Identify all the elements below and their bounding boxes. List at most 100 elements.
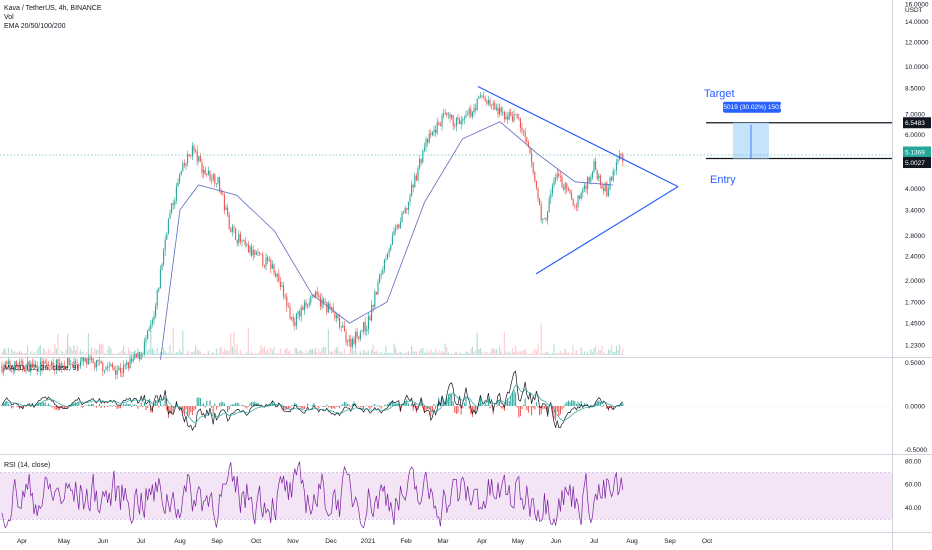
volume-bar (505, 351, 507, 355)
candle-body (233, 226, 235, 229)
volume-bar (348, 353, 350, 355)
macd-hist-bar (134, 404, 136, 406)
volume-bar (491, 348, 493, 355)
volume-bar (494, 349, 496, 355)
candle-body (121, 372, 123, 374)
candle-body (431, 132, 433, 136)
macd-hist-bar (332, 406, 334, 409)
macd-hist-bar (303, 406, 305, 409)
macd-hist-bar (307, 403, 309, 406)
macd-hist-bar (326, 404, 328, 406)
macd-hist-bar (566, 401, 568, 406)
candle-body (28, 361, 30, 373)
candle-body (134, 354, 136, 359)
candle-body (87, 358, 89, 365)
x-tick-label: Nov (287, 538, 299, 545)
macd-hist-bar (86, 405, 88, 406)
candle-body (209, 170, 211, 180)
annotations[interactable]: 1.5019 (30.02%) 15019 Target Entry (0, 85, 892, 275)
volume-bar (185, 353, 187, 355)
candle-body (83, 358, 85, 362)
volume-bar (470, 348, 472, 355)
candle-body (263, 265, 265, 267)
price-tick-label: 2.8000 (905, 233, 925, 240)
macd-hist-bar (115, 406, 117, 407)
candle-body (473, 108, 475, 112)
volume-bar (391, 353, 393, 355)
triangle-upper-line (477, 85, 679, 188)
volume-bar (510, 353, 512, 355)
volume-bar (571, 352, 573, 355)
volume-bar (513, 352, 515, 355)
candle-body (310, 295, 312, 303)
price-tick-label: 3.4000 (905, 207, 925, 214)
candle-body (334, 312, 336, 319)
candle-body (140, 354, 142, 360)
candle-body (15, 361, 17, 366)
volume-bar (331, 351, 333, 355)
volume-bar (180, 352, 182, 355)
macd-hist-bar (412, 406, 414, 411)
macd-hist-bar (51, 406, 53, 408)
macd-hist-bar (287, 406, 289, 409)
volume-bar (257, 353, 259, 355)
volume-bar (444, 343, 446, 355)
volume-bar (502, 353, 504, 355)
candle-body (76, 363, 78, 365)
candle-body (307, 305, 309, 307)
candle-body (599, 175, 601, 185)
volume-bar (55, 348, 57, 355)
candle-body (150, 323, 152, 330)
volume-bar (622, 347, 624, 355)
candle-body (505, 116, 507, 120)
macd-hist-bar (377, 405, 379, 406)
volume-bar (171, 353, 173, 355)
macd-hist-bar (459, 404, 461, 406)
candle-body (452, 115, 454, 126)
volume-bar (235, 349, 237, 355)
price-tick-label: 1.2300 (905, 343, 925, 350)
macd-hist-bar (153, 404, 155, 406)
candle-body (451, 115, 453, 118)
volume-bar (51, 353, 53, 355)
macd-hist-bar (521, 406, 523, 410)
macd-hist-bar (476, 406, 478, 410)
candle-body (195, 150, 197, 152)
candle-body (489, 99, 491, 106)
candle-body (321, 298, 323, 307)
candle-body (180, 171, 182, 175)
candle-body (595, 161, 597, 170)
candle-body (495, 107, 497, 110)
macd-hist-bar (350, 406, 352, 408)
macd-hist-bar (246, 406, 248, 409)
candle-body (572, 199, 574, 206)
macd-hist-bar (89, 404, 91, 406)
macd-hist-bar (542, 406, 544, 410)
candle-body (407, 202, 409, 210)
volume-bar (92, 352, 94, 355)
macd-hist-bar (91, 403, 93, 406)
volume-bar (524, 349, 526, 355)
macd-hist-bar (406, 399, 408, 406)
candle-body (411, 184, 413, 197)
volume-bar (483, 353, 485, 355)
volume-bar (31, 353, 33, 355)
macd-hist-bar (302, 406, 304, 410)
x-tick-label: Dec (325, 538, 337, 545)
volume-bar (9, 353, 11, 355)
macd-hist-bar (163, 404, 165, 406)
macd-hist-bar (526, 406, 528, 411)
candle-body (377, 282, 379, 295)
macd-hist-bar (372, 405, 374, 406)
macd-hist-bar (41, 401, 43, 406)
candle-body (212, 174, 214, 180)
macd-hist-bar (126, 403, 128, 406)
candle-body (523, 130, 525, 132)
volume-bar (563, 352, 565, 355)
candle-body (355, 331, 357, 344)
macd-hist-bar (9, 405, 11, 406)
volume-bar (252, 353, 254, 355)
volume-bar (91, 347, 93, 355)
candle-body (92, 358, 94, 364)
candle-body (444, 112, 446, 114)
